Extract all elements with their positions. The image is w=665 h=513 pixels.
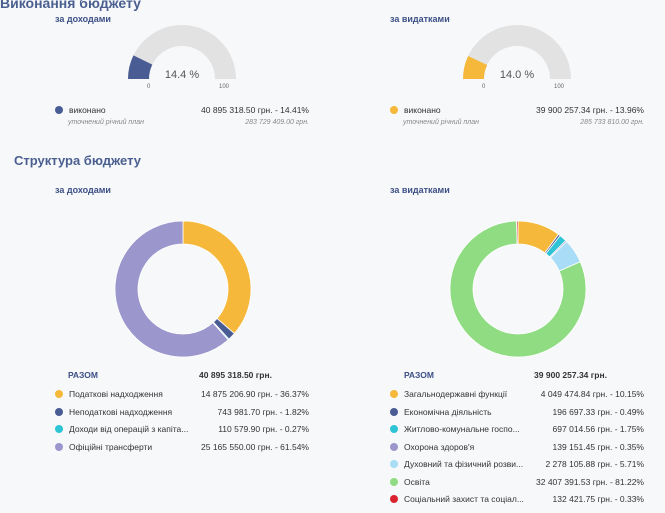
expense-plan-value: 285 733 810.00 грн.: [580, 119, 644, 126]
income-executed-dot: [55, 106, 63, 114]
expense-legend-label: Охорона здоров'я: [404, 441, 475, 452]
expense-gauge-percent: 14.0 %: [499, 69, 535, 81]
structure-title: Структура бюджету: [14, 153, 142, 168]
income-plan-value: 283 729 409.00 грн.: [245, 119, 309, 126]
income-gauge-max: 100: [219, 84, 230, 90]
expense-legend-label: Духовний та фізичний розви...: [404, 459, 524, 469]
income-legend-label: Офіційні трансферти: [69, 441, 153, 452]
income-total-value: 40 895 318.50 грн.: [199, 370, 272, 380]
expense-gauge-track: [463, 25, 571, 79]
expense-legend-label: Освіта: [404, 476, 430, 487]
income-slice-0[interactable]: [182, 220, 252, 335]
execution-expense-subtitle: за видатками: [390, 14, 450, 24]
income-gauge: [128, 25, 236, 79]
structure-income-subtitle: за доходами: [55, 185, 111, 195]
income-gauge-fill: [128, 55, 153, 79]
income-slice-3[interactable]: [114, 220, 229, 358]
income-legend-value: 14 875 206.90 грн. - 36.37%: [201, 389, 309, 399]
expense-executed-legend: виконано: [390, 105, 441, 115]
income-gauge-min: 0: [147, 84, 151, 90]
expense-legend-dot: [390, 495, 398, 503]
execution-title: Виконання бюджету: [0, 0, 141, 11]
income-legend-dot: [55, 425, 63, 433]
expense-legend-dot: [390, 390, 398, 398]
expense-legend-value: 4 049 474.84 грн. - 10.15%: [540, 389, 644, 399]
income-legend-label: Податкові надходження: [69, 389, 163, 399]
expense-legend-item[interactable]: Соціальний захист та соціал...: [390, 494, 524, 504]
income-legend-item[interactable]: Офіційні трансферти: [55, 442, 152, 452]
expense-structure-donut: [449, 220, 587, 358]
expense-legend-value: 697 014.56 грн. - 1.75%: [552, 424, 644, 434]
income-legend-dot: [55, 407, 63, 416]
income-total-label: РАЗОМ: [68, 370, 98, 380]
income-legend-label: Неподаткові надходження: [69, 406, 173, 417]
expense-legend-value: 2 278 105.88 грн. - 5.71%: [545, 459, 644, 469]
expense-gauge-max: 100: [554, 84, 565, 90]
income-executed-label: виконано: [69, 105, 106, 115]
expense-legend-dot: [390, 407, 398, 416]
expense-legend-label: Загальнодержавні функції: [404, 389, 508, 399]
income-legend-value: 110 579.90 грн. - 0.27%: [218, 424, 309, 434]
expense-executed-label: виконано: [404, 105, 441, 115]
expense-executed-value: 39 900 257.34 грн. - 13.96%: [536, 105, 644, 115]
expense-legend-value: 196 697.33 грн. - 0.49%: [552, 406, 644, 417]
income-legend-label: Доходи від операцій з капіта...: [69, 424, 189, 434]
income-gauge-track: [128, 25, 236, 79]
expense-legend-dot: [390, 442, 398, 451]
income-structure-donut: [114, 220, 252, 358]
expense-executed-dot: [390, 106, 398, 114]
structure-expense-subtitle: за видатками: [390, 185, 450, 195]
expense-legend-item[interactable]: Загальнодержавні функції: [390, 389, 507, 399]
expense-legend-dot: [390, 425, 398, 433]
expense-legend-label: Житлово-комунальне госпо...: [404, 424, 520, 434]
expense-legend-label: Соціальний захист та соціал...: [404, 494, 524, 504]
expense-legend-item[interactable]: Охорона здоров'я: [390, 442, 474, 452]
expense-legend-item[interactable]: Освіта: [390, 477, 430, 487]
expense-legend-value: 132 421.75 грн. - 0.33%: [552, 494, 644, 504]
expense-legend-item[interactable]: Економічна діяльність: [390, 407, 492, 417]
income-legend-value: 743 981.70 грн. - 1.82%: [217, 406, 309, 417]
execution-income-subtitle: за доходами: [55, 14, 111, 24]
expense-total-value: 39 900 257.34 грн.: [534, 370, 607, 380]
expense-gauge-fill: [463, 56, 488, 79]
expense-gauge-min: 0: [482, 84, 486, 90]
expense-legend-dot: [390, 477, 398, 486]
expense-legend-item[interactable]: Житлово-комунальне госпо...: [390, 424, 520, 434]
expense-legend-value: 32 407 391.53 грн. - 81.22%: [536, 476, 644, 487]
expense-gauge: [463, 25, 571, 79]
expense-total-label: РАЗОМ: [404, 370, 434, 380]
expense-legend-label: Економічна діяльність: [404, 406, 492, 417]
expense-slice-6[interactable]: [516, 220, 519, 245]
income-legend-item[interactable]: Податкові надходження: [55, 389, 163, 399]
expense-legend-dot: [390, 460, 398, 468]
income-gauge-percent: 14.4 %: [164, 69, 200, 81]
expense-legend-value: 139 151.45 грн. - 0.35%: [552, 441, 644, 452]
income-legend-dot: [55, 442, 63, 451]
income-legend-value: 25 165 550.00 грн. - 61.54%: [201, 441, 309, 452]
income-executed-legend: виконано: [55, 105, 106, 115]
income-legend-item[interactable]: Неподаткові надходження: [55, 407, 172, 417]
expense-slice-5[interactable]: [449, 220, 587, 358]
income-legend-dot: [55, 390, 63, 398]
expense-plan-label: уточнений річний план: [403, 119, 479, 126]
income-executed-value: 40 895 318.50 грн. - 14.41%: [201, 105, 309, 115]
income-legend-item[interactable]: Доходи від операцій з капіта...: [55, 424, 188, 434]
income-plan-label: уточнений річний план: [68, 119, 144, 126]
expense-legend-item[interactable]: Духовний та фізичний розви...: [390, 459, 523, 469]
